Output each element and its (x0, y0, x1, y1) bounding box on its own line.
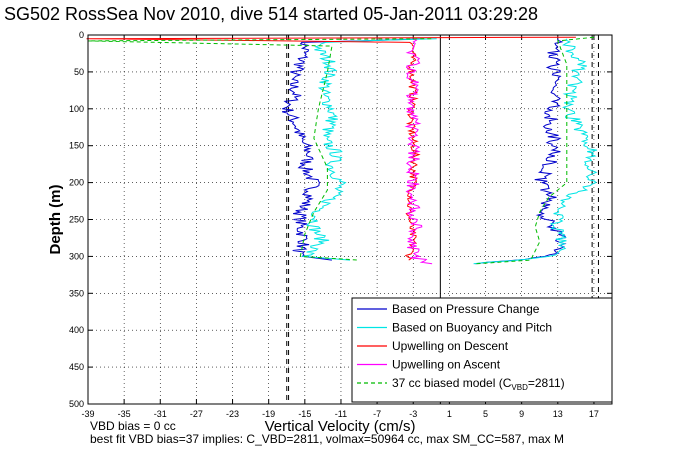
x-tick-label: 9 (519, 409, 524, 419)
series-line-1-ascent (473, 38, 598, 265)
x-tick-label: -11 (335, 409, 347, 419)
x-tick-label: 17 (589, 409, 599, 419)
legend-label: Upwelling on Ascent (392, 358, 501, 372)
legend-label: Upwelling on Descent (392, 339, 509, 353)
x-tick-label: -39 (81, 409, 94, 419)
x-tick-label: -31 (154, 409, 167, 419)
legend-label: Based on Buoyancy and Pitch (392, 321, 552, 335)
legend-label: Based on Pressure Change (392, 302, 540, 316)
x-tick-label: 13 (553, 409, 563, 419)
x-tick-label: 1 (447, 409, 452, 419)
axes-frame (87, 34, 613, 405)
y-tick-label: 100 (69, 104, 84, 114)
series-line-2-descent (86, 36, 576, 261)
series-line-0-ascent (475, 38, 567, 265)
x-tick-label: -35 (118, 409, 131, 419)
y-tick-label: 0 (79, 30, 84, 40)
y-tick-label: 400 (69, 325, 84, 335)
y-axis-label: Depth (m) (47, 185, 64, 255)
series-line-4-descent (87, 38, 432, 261)
y-tick-label: 350 (69, 288, 84, 298)
y-tick-label: 500 (69, 399, 84, 409)
x-axis-label: Vertical Velocity (cm/s) (265, 418, 416, 435)
y-tick-label: 250 (69, 215, 84, 225)
y-tick-label: 150 (69, 141, 84, 151)
y-tick-label: 50 (74, 67, 84, 77)
legend-box (351, 297, 613, 403)
x-tick-label: -27 (190, 409, 203, 419)
chart-title: SG502 RossSea Nov 2010, dive 514 started… (4, 4, 539, 24)
y-tick-label: 450 (69, 362, 84, 372)
series-line-0-descent (281, 38, 425, 261)
x-tick-label: -3 (409, 409, 417, 419)
y-tick-label: 200 (69, 178, 84, 188)
best-fit-note: best fit VBD bias=37 implies: C_VBD=2811… (90, 432, 564, 446)
x-tick-label: 5 (483, 409, 488, 419)
series-line-3-ascent (404, 38, 433, 265)
x-tick-label: -19 (262, 409, 275, 419)
series-line-4-ascent (476, 36, 594, 265)
vbd-bias-note: VBD bias = 0 cc (90, 419, 176, 433)
x-tick-label: -23 (226, 409, 239, 419)
x-tick-label: -15 (298, 409, 311, 419)
y-tick-label: 300 (69, 251, 84, 261)
legend-label: 37 cc biased model (CVBD=2811) (392, 376, 565, 392)
x-tick-label: -7 (373, 409, 381, 419)
